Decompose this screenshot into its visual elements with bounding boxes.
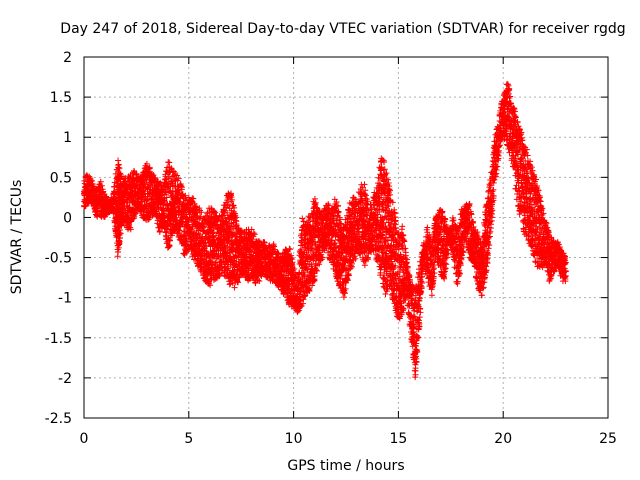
x-tick-label: 25 xyxy=(599,431,617,447)
data-point xyxy=(98,182,105,189)
data-point xyxy=(115,248,122,255)
data-point xyxy=(118,173,125,180)
data-point xyxy=(93,204,100,211)
data-points xyxy=(81,81,569,381)
y-tick-labels: -2.5 -2 -1.5 -1 -0.5 0 0.5 1 1.5 2 xyxy=(45,50,72,427)
axis-ticks xyxy=(83,56,609,419)
data-point xyxy=(116,234,123,241)
y-tick-label: 0 xyxy=(63,210,72,226)
y-tick-label: 1 xyxy=(63,130,72,146)
y-tick-label: 0.5 xyxy=(50,170,72,186)
data-point xyxy=(116,226,123,233)
data-point xyxy=(121,203,128,210)
y-tick-label: -1.5 xyxy=(45,331,72,347)
x-tick-label: 5 xyxy=(184,431,193,447)
data-point xyxy=(127,226,134,233)
data-point xyxy=(399,223,406,230)
chart-title: Day 247 of 2018, Sidereal Day-to-day VTE… xyxy=(60,21,625,37)
data-point xyxy=(382,291,389,298)
y-tick-label: 2 xyxy=(63,50,72,66)
plot-frame xyxy=(83,56,609,419)
y-tick-label: -0.5 xyxy=(45,251,72,267)
y-tick-label: -2 xyxy=(58,371,72,387)
data-point xyxy=(299,215,306,222)
data-point xyxy=(117,170,124,177)
x-tick-labels: 0 5 10 15 20 25 xyxy=(80,431,617,447)
x-tick-label: 10 xyxy=(285,431,303,447)
y-tick-label: -1 xyxy=(58,291,72,307)
data-point xyxy=(116,165,123,172)
data-point xyxy=(133,210,140,217)
data-point xyxy=(361,262,368,269)
x-tick-label: 20 xyxy=(494,431,512,447)
y-tick-label: 1.5 xyxy=(50,90,72,106)
data-point xyxy=(143,160,150,167)
data-point xyxy=(132,210,139,217)
y-tick-label: -2.5 xyxy=(45,411,72,427)
data-point xyxy=(100,188,107,195)
data-point xyxy=(311,195,318,202)
x-tick-label: 15 xyxy=(389,431,407,447)
x-tick-label: 0 xyxy=(80,431,89,447)
data-point xyxy=(97,178,104,185)
data-point xyxy=(133,181,140,188)
data-point xyxy=(117,230,124,237)
